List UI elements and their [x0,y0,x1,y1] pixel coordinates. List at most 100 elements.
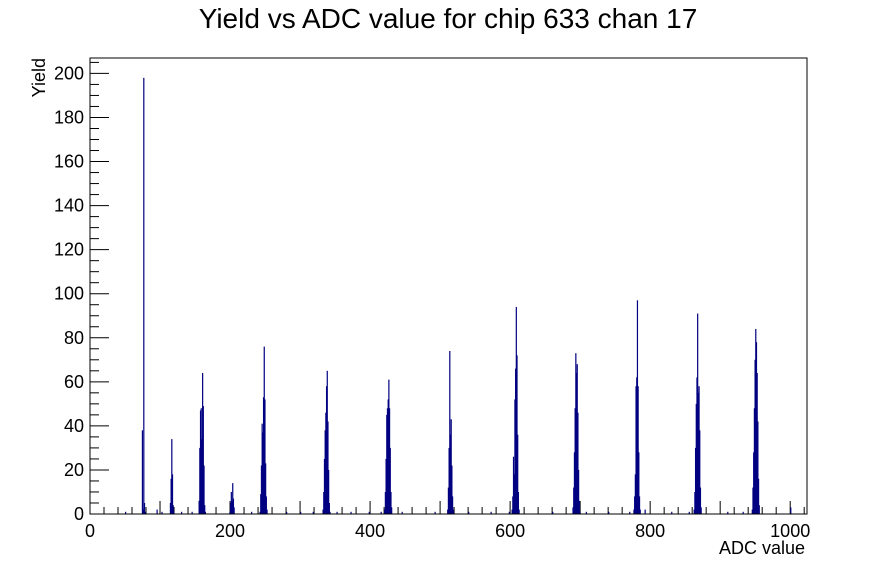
x-tick-label: 400 [355,521,385,541]
isolated-bin [350,511,352,514]
peak-869-bin [697,392,699,514]
peak-427-bin [388,408,391,514]
isolated-bin [790,507,792,514]
y-tick-label: 80 [64,328,84,348]
peak-203-bin [230,491,232,514]
peak-609-bin [516,355,518,514]
isolated-bin [336,511,338,514]
peak-248-bin [264,399,266,514]
peak-160-bin [200,408,202,514]
isolated-bin [312,511,314,514]
peak-952-bin [753,408,755,514]
peak-117-bin [171,439,173,514]
isolated-bin [585,511,587,514]
peak-694-bin [573,487,575,514]
isolated-bin [161,511,163,514]
peak-515-bin [448,447,450,514]
peak-203-bin [232,483,234,514]
peak-783-bin [639,509,641,514]
peak-338-bin [328,502,330,514]
chart-title: Yield vs ADC value for chip 633 chan 17 [199,3,698,34]
isolated-bin [286,511,288,514]
peak-338-bin [323,458,326,514]
peak-248-bin [262,397,265,514]
y-tick-label: 160 [54,152,84,172]
isolated-bin [300,511,302,514]
peak-203-bin [232,498,235,514]
isolated-bin [434,511,436,514]
peak-338-bin [328,469,330,514]
plot-frame [89,57,808,515]
peak-869-bin [694,447,697,514]
peak-160-bin [201,439,203,514]
peak-338-bin [326,370,328,514]
peak-609-bin [517,491,520,514]
peak-869-bin [699,487,702,514]
peak-338-bin [322,509,324,514]
isolated-bin [380,511,382,514]
peak-427-bin [386,408,389,514]
peak-427-bin [384,491,386,514]
peak-427-bin [387,399,389,514]
isolated-bin [490,511,492,514]
peak-117-bin [169,502,172,514]
peak-694-bin [575,353,577,514]
peak-117-bin [170,478,172,514]
isolated-bin [671,511,673,514]
isolated-bin [727,511,729,514]
isolated-bin [181,511,183,514]
x-tick-label: 1000 [770,521,810,541]
isolated-bin [508,511,510,514]
histogram-bins [125,77,792,514]
isolated-bin [608,511,610,514]
y-axis-title: Yield [29,58,49,97]
peak-609-bin [513,474,515,514]
peak-609-bin [515,368,517,514]
isolated-bin [644,509,646,514]
peak-869-bin [699,430,701,514]
peak-869-bin [693,509,695,514]
x-tick-label: 600 [495,521,525,541]
peak-869-bin [696,377,698,514]
isolated-bin [552,511,554,514]
peak-338-bin [325,386,328,514]
peak-609-bin [517,434,519,514]
peak-160-bin [204,505,206,514]
peak-783-bin [634,496,636,514]
peak-515-bin [449,350,451,514]
peak-952-bin [758,505,760,514]
peak-783-bin [638,496,641,514]
peak-117-bin [171,474,174,514]
peak-248-bin [265,496,267,514]
isolated-bin [368,511,370,514]
isolated-bin [468,511,470,514]
tick-labels: 0 200 400 600 800 1000 0 20 40 60 80 100 120 140 160 18… [54,63,810,541]
y-tick-label: 120 [54,240,84,260]
peak-694-bin [574,408,576,514]
peak-338-bin [327,421,329,514]
peak-694-bin [578,500,580,514]
peak-248-bin [265,463,267,514]
peak-427-bin [384,509,386,514]
y-tick-label: 60 [64,372,84,392]
peak-160-bin [199,447,201,514]
peak-952-bin [757,478,760,514]
axis-ticks [89,61,805,515]
peak-76-bin [144,511,146,514]
isolated-bin [688,511,690,514]
peak-338-bin [324,430,326,514]
peak-694-bin [575,373,578,514]
peak-76-bin [143,77,145,514]
peak-160-bin [202,406,204,514]
peak-694-bin [573,452,576,514]
peak-869-bin [694,491,696,514]
peak-783-bin [636,300,639,514]
peak-952-bin [755,328,757,514]
peak-952-bin [757,421,759,514]
peak-203-bin [229,511,231,514]
peak-869-bin [697,313,699,514]
isolated-bin [156,509,158,514]
peak-515-bin [447,509,449,514]
peak-694-bin [579,511,581,514]
